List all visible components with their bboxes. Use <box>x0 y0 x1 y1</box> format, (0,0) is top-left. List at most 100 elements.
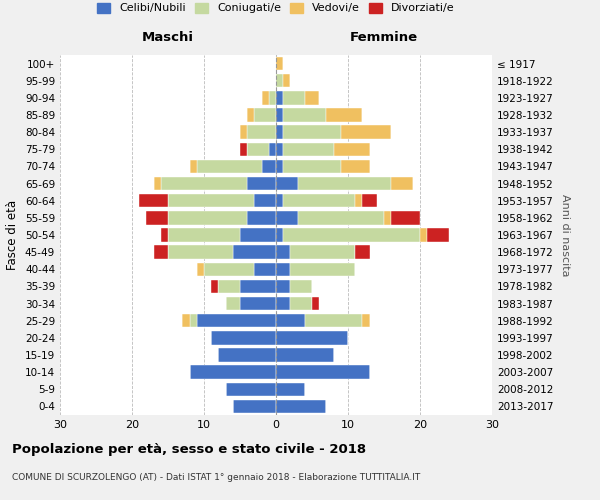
Bar <box>276 177 298 190</box>
Bar <box>276 228 283 241</box>
Bar <box>362 314 370 328</box>
Bar <box>276 366 370 379</box>
Bar <box>391 177 413 190</box>
Bar <box>240 228 276 241</box>
Bar <box>168 246 233 259</box>
Bar <box>276 246 290 259</box>
Text: Femmine: Femmine <box>350 31 418 44</box>
Bar <box>276 57 283 70</box>
Bar <box>290 246 355 259</box>
Bar <box>240 142 247 156</box>
Bar <box>247 177 276 190</box>
Bar <box>276 400 326 413</box>
Bar <box>276 382 305 396</box>
Bar <box>190 160 197 173</box>
Bar <box>427 228 449 241</box>
Bar <box>168 211 247 224</box>
Bar <box>276 160 283 173</box>
Bar <box>283 194 355 207</box>
Text: Popolazione per età, sesso e stato civile - 2018: Popolazione per età, sesso e stato civil… <box>12 442 366 456</box>
Bar <box>197 160 262 173</box>
Bar <box>276 262 290 276</box>
Bar <box>254 108 276 122</box>
Bar <box>298 177 391 190</box>
Bar <box>391 211 420 224</box>
Bar <box>276 108 283 122</box>
Bar <box>240 280 276 293</box>
Bar <box>218 280 240 293</box>
Bar <box>305 91 319 104</box>
Bar <box>247 126 276 139</box>
Bar <box>283 142 334 156</box>
Bar <box>290 262 355 276</box>
Bar <box>420 228 427 241</box>
Bar <box>168 194 254 207</box>
Bar <box>283 108 326 122</box>
Bar <box>290 280 312 293</box>
Bar <box>276 348 334 362</box>
Bar <box>240 126 247 139</box>
Bar <box>226 297 240 310</box>
Bar <box>247 211 276 224</box>
Bar <box>168 228 240 241</box>
Bar <box>254 194 276 207</box>
Bar <box>146 211 168 224</box>
Bar <box>283 91 305 104</box>
Bar <box>276 126 283 139</box>
Bar <box>276 314 305 328</box>
Bar <box>341 160 370 173</box>
Bar <box>233 246 276 259</box>
Bar <box>197 314 276 328</box>
Bar <box>190 366 276 379</box>
Bar <box>161 228 168 241</box>
Bar <box>197 262 204 276</box>
Bar <box>276 142 283 156</box>
Bar <box>154 177 161 190</box>
Bar <box>355 246 370 259</box>
Y-axis label: Anni di nascita: Anni di nascita <box>560 194 570 276</box>
Bar <box>334 142 370 156</box>
Bar <box>276 331 348 344</box>
Bar <box>154 246 168 259</box>
Bar <box>384 211 391 224</box>
Bar <box>262 91 269 104</box>
Bar <box>254 262 276 276</box>
Y-axis label: Fasce di età: Fasce di età <box>7 200 19 270</box>
Bar <box>161 177 247 190</box>
Bar <box>276 211 298 224</box>
Bar <box>262 160 276 173</box>
Bar <box>283 74 290 88</box>
Bar <box>240 297 276 310</box>
Bar <box>326 108 362 122</box>
Bar <box>355 194 362 207</box>
Bar <box>233 400 276 413</box>
Bar <box>247 108 254 122</box>
Bar <box>312 297 319 310</box>
Bar <box>362 194 377 207</box>
Bar <box>139 194 168 207</box>
Bar <box>283 160 341 173</box>
Bar <box>211 280 218 293</box>
Bar <box>276 280 290 293</box>
Bar <box>276 194 283 207</box>
Bar <box>298 211 384 224</box>
Bar <box>190 314 197 328</box>
Bar <box>341 126 391 139</box>
Text: COMUNE DI SCURZOLENGO (AT) - Dati ISTAT 1° gennaio 2018 - Elaborazione TUTTITALI: COMUNE DI SCURZOLENGO (AT) - Dati ISTAT … <box>12 472 420 482</box>
Bar <box>269 142 276 156</box>
Legend: Celibi/Nubili, Coniugati/e, Vedovi/e, Divorziati/e: Celibi/Nubili, Coniugati/e, Vedovi/e, Di… <box>97 2 455 14</box>
Bar <box>247 142 269 156</box>
Bar <box>182 314 190 328</box>
Text: Maschi: Maschi <box>142 31 194 44</box>
Bar <box>276 74 283 88</box>
Bar <box>276 297 290 310</box>
Bar <box>305 314 362 328</box>
Bar <box>269 91 276 104</box>
Bar <box>226 382 276 396</box>
Bar <box>211 331 276 344</box>
Bar <box>283 228 420 241</box>
Bar <box>283 126 341 139</box>
Bar <box>276 91 283 104</box>
Bar <box>204 262 254 276</box>
Bar <box>218 348 276 362</box>
